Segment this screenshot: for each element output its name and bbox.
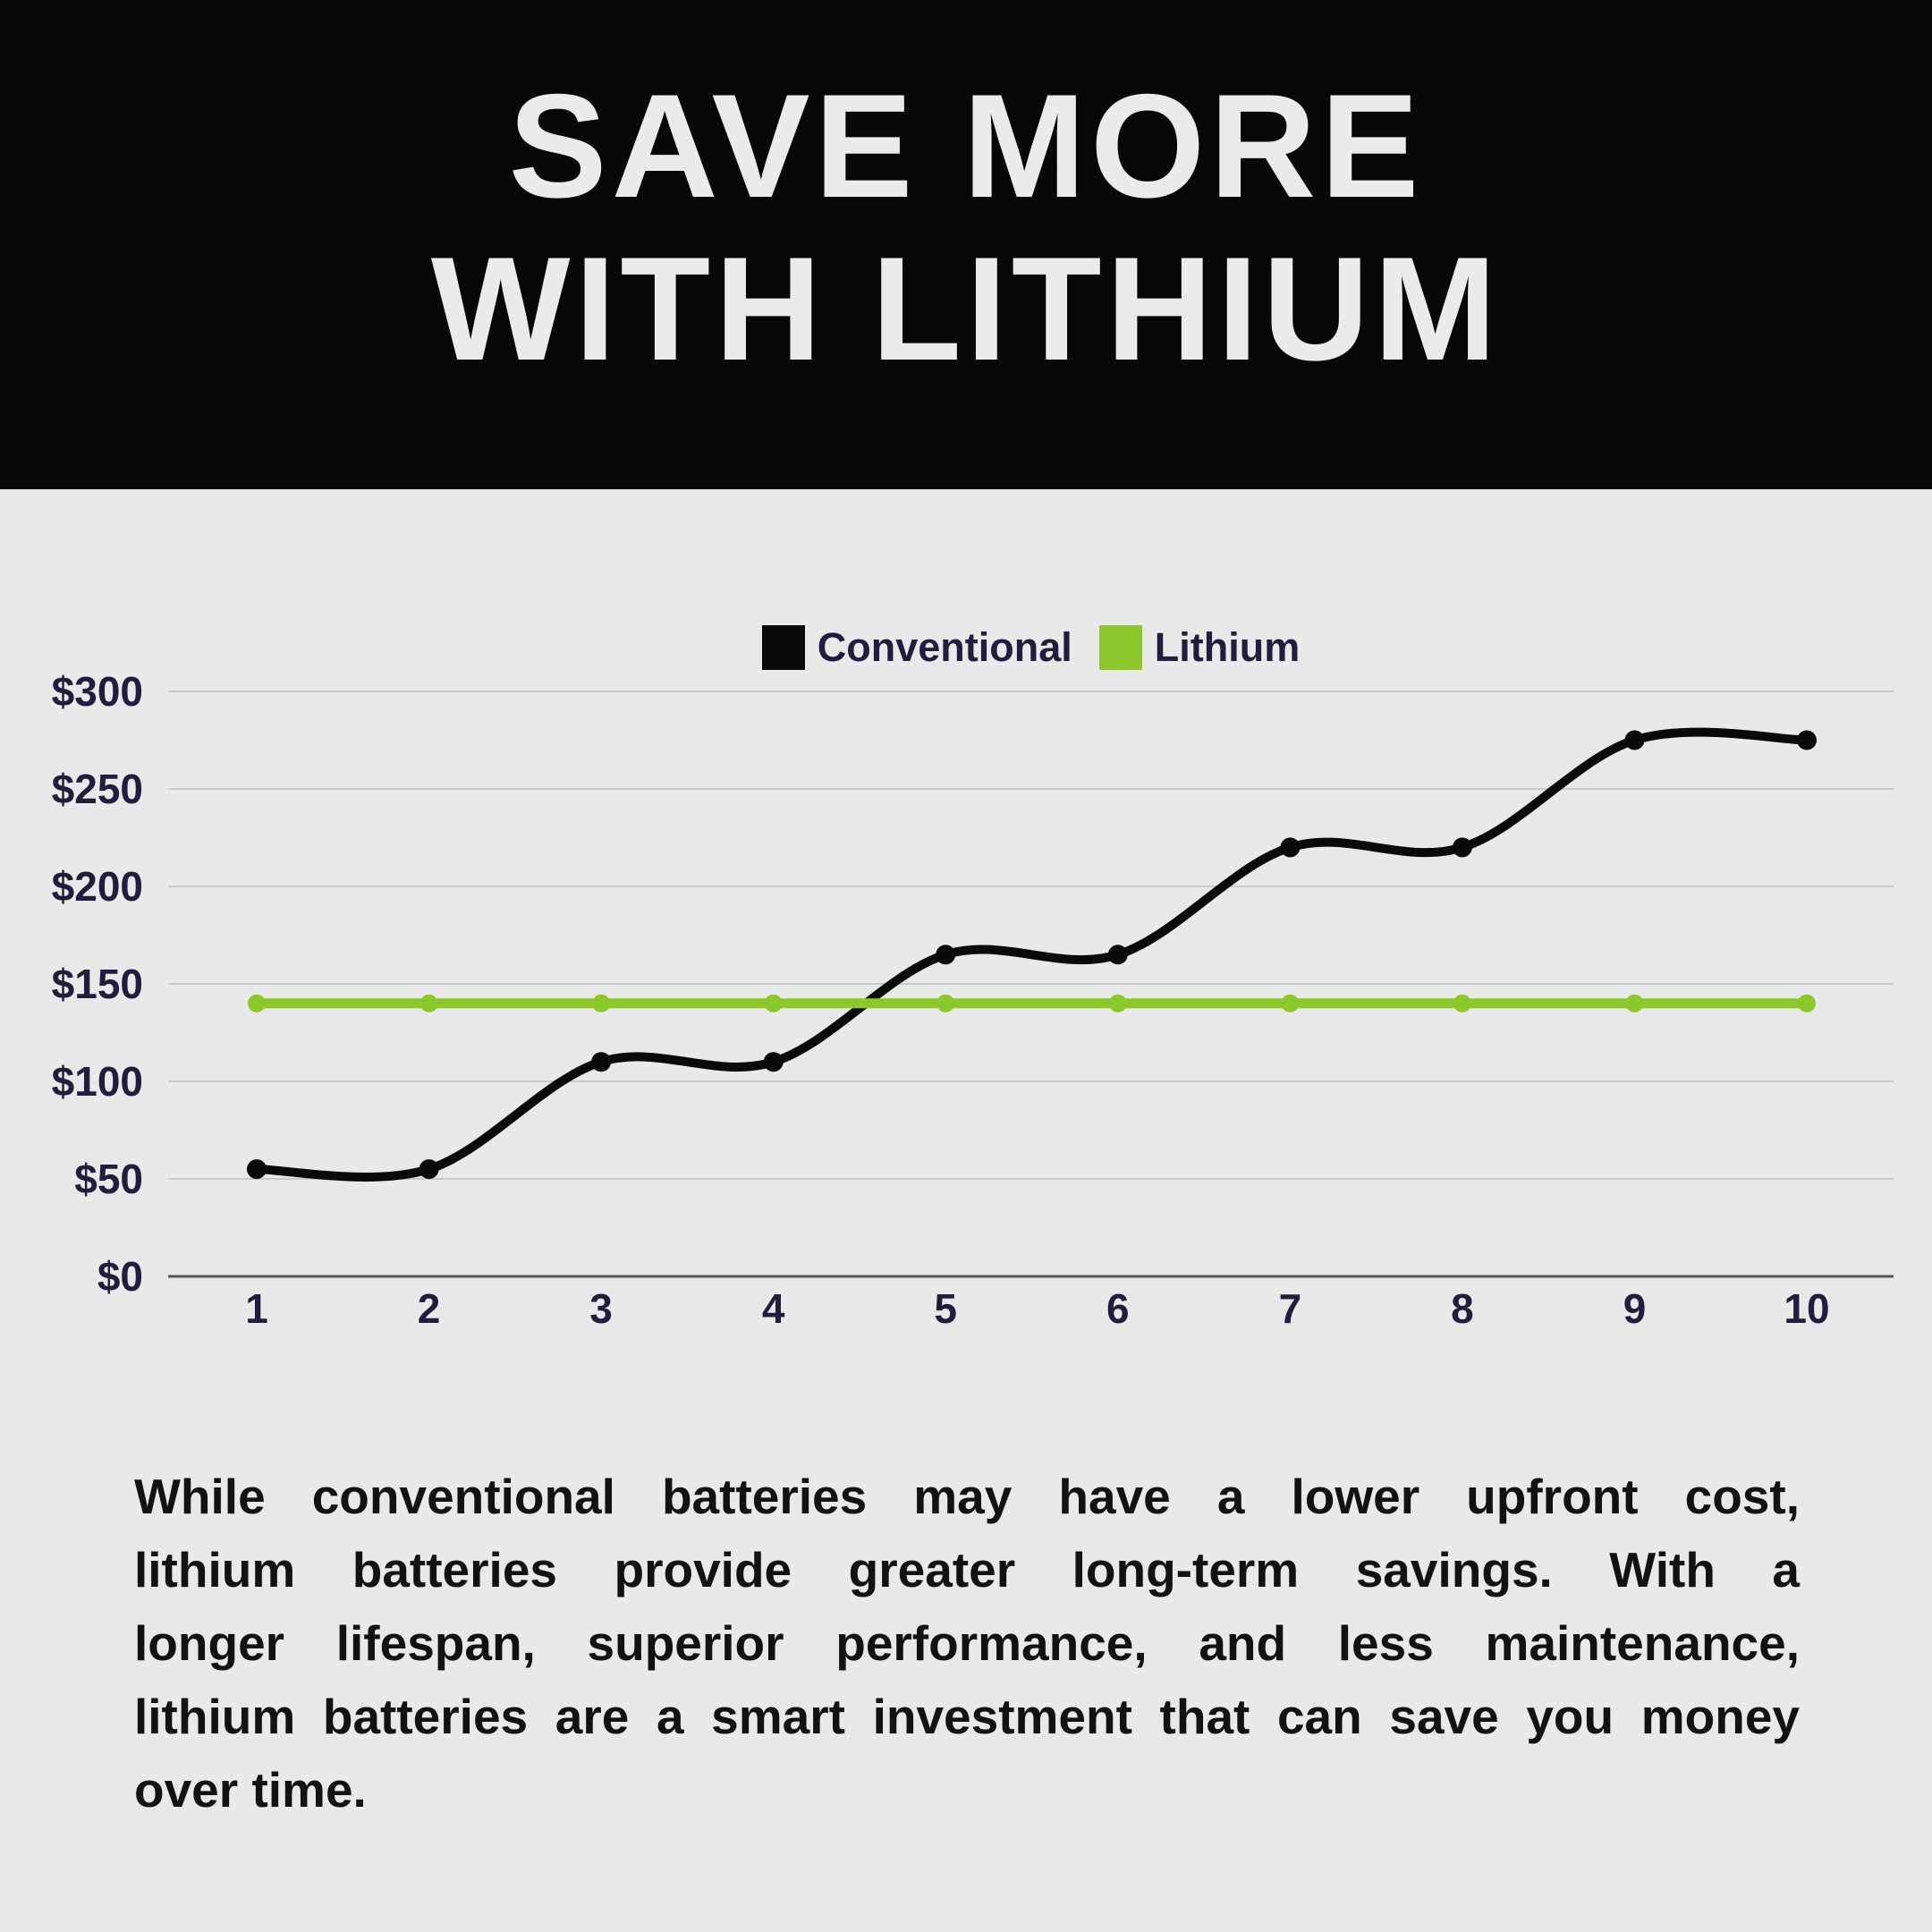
body-text-line: While conventional batteries may have a …: [134, 1469, 1800, 1524]
data-point-conventional-9: [1624, 730, 1645, 750]
page-title: SAVE MORE WITH LITHIUM: [0, 64, 1932, 390]
data-point-lithium-8: [1453, 994, 1471, 1013]
body-text-line: lithium batteries are a smart investment…: [134, 1689, 1800, 1744]
data-point-conventional-8: [1452, 837, 1472, 858]
x-axis-tick-label: 8: [1451, 1285, 1474, 1332]
data-point-conventional-5: [936, 945, 956, 965]
lithium-color-swatch: [1098, 625, 1142, 670]
x-axis-tick-label: 7: [1279, 1285, 1302, 1332]
y-axis-tick-label: $300: [52, 668, 143, 715]
body-text-line: longer lifespan, superior performance, a…: [134, 1615, 1800, 1671]
data-point-lithium-6: [1108, 994, 1127, 1013]
x-axis-tick-label: 6: [1106, 1285, 1130, 1332]
y-axis-tick-label: $200: [52, 863, 143, 910]
data-point-lithium-10: [1798, 994, 1816, 1013]
data-point-lithium-2: [419, 994, 438, 1013]
body-text-line: lithium batteries provide greater long-t…: [134, 1542, 1800, 1597]
data-point-lithium-3: [592, 994, 611, 1013]
legend-label-lithium: Lithium: [1154, 624, 1301, 670]
x-axis-tick-label: 10: [1784, 1285, 1829, 1332]
data-point-conventional-2: [419, 1159, 439, 1180]
data-point-lithium-4: [764, 994, 783, 1013]
y-axis-tick-label: $0: [97, 1253, 143, 1300]
chart-legend: Conventional Lithium: [168, 621, 1894, 674]
y-axis-tick-label: $150: [52, 961, 143, 1007]
header-banner: SAVE MORE WITH LITHIUM: [0, 0, 1932, 489]
legend-item-conventional: Conventional: [761, 624, 1072, 671]
y-axis-tick-label: $250: [52, 766, 143, 812]
y-axis-tick-label: $50: [74, 1156, 143, 1202]
data-point-lithium-1: [248, 994, 266, 1013]
x-axis-tick-label: 3: [589, 1285, 613, 1332]
data-point-lithium-5: [936, 994, 955, 1013]
legend-label-conventional: Conventional: [817, 624, 1072, 670]
data-point-conventional-7: [1280, 837, 1301, 858]
data-point-lithium-9: [1625, 994, 1644, 1013]
x-axis-tick-label: 5: [934, 1285, 957, 1332]
x-axis-tick-label: 1: [245, 1285, 268, 1332]
x-axis-tick-label: 4: [762, 1285, 785, 1332]
body-text-line: over time.: [134, 1762, 367, 1818]
legend-item-lithium: Lithium: [1098, 624, 1301, 671]
data-point-conventional-3: [591, 1052, 612, 1072]
chart-line-conventional: [252, 727, 1811, 1182]
y-axis-tick-label: $100: [52, 1058, 143, 1105]
x-axis-tick-label: 9: [1623, 1285, 1647, 1332]
conventional-color-swatch: [761, 625, 805, 670]
x-axis-tick-label: 2: [418, 1285, 441, 1332]
body-paragraph: While conventional batteries may have a …: [134, 1460, 1800, 1826]
data-point-conventional-4: [763, 1052, 784, 1072]
data-point-lithium-7: [1281, 994, 1300, 1013]
data-point-conventional-1: [247, 1159, 267, 1180]
title-line-1: SAVE MORE: [508, 64, 1424, 228]
data-point-conventional-10: [1797, 730, 1817, 750]
title-line-2: WITH LITHIUM: [430, 226, 1502, 391]
data-point-conventional-6: [1107, 945, 1128, 965]
